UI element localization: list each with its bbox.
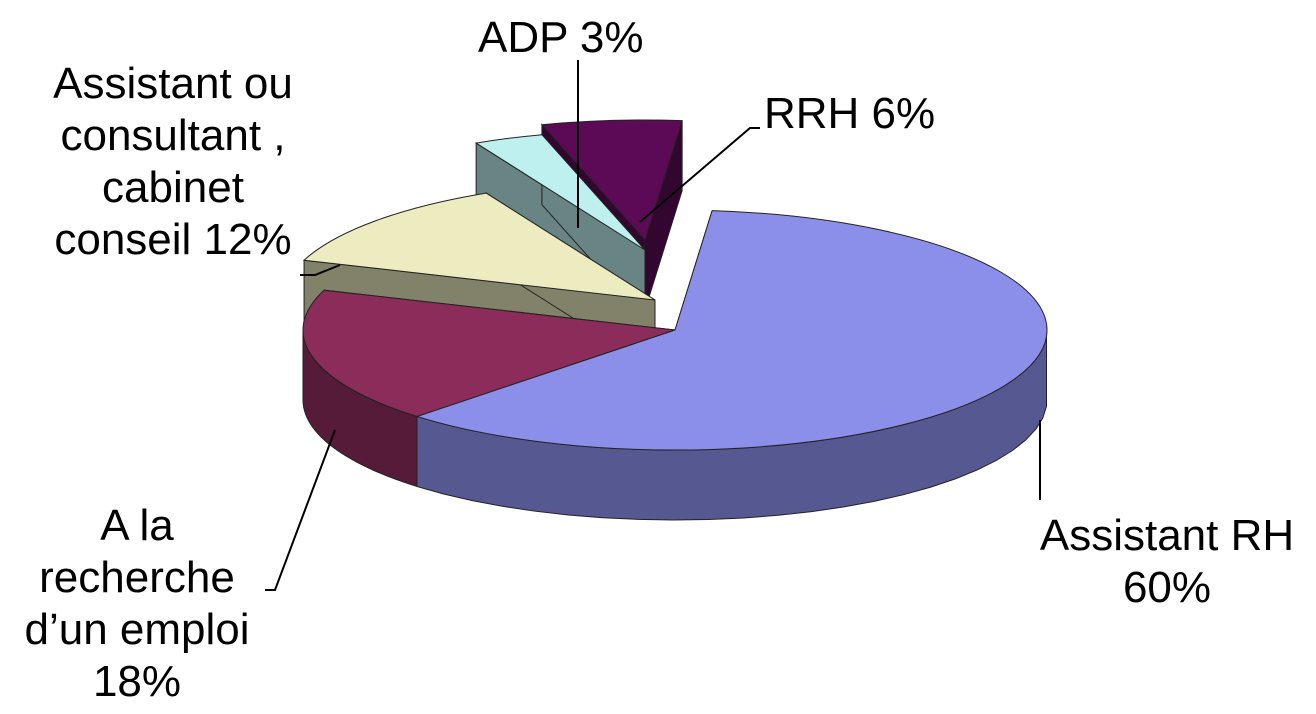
slice-assistant-ou-consultant-cabinet-conseil — [302, 192, 656, 301]
label-adp: ADP 3% — [478, 13, 644, 62]
leader-assistant-ou-consultant-cabinet-conseil — [300, 264, 341, 276]
pie-tops — [302, 119, 1048, 451]
label-recherche-emploi: A la recherche d’un emploi 18% — [24, 501, 250, 706]
leader-rrh — [639, 127, 760, 223]
leader-lines — [265, 60, 1041, 591]
slice-adp — [474, 134, 646, 251]
leader-a-la-recherche-d-un-emploi — [265, 429, 336, 591]
slice-assistant-rh — [415, 210, 1048, 451]
label-rrh: RRH 6% — [764, 89, 936, 138]
slice-rrh — [540, 119, 683, 241]
label-assistant-rh: Assistant RH 60% — [1039, 511, 1295, 612]
label-cabinet-conseil: Assistant ou consultant , cabinet consei… — [53, 59, 293, 264]
slice-a-la-recherche-d-un-emploi — [302, 289, 676, 417]
